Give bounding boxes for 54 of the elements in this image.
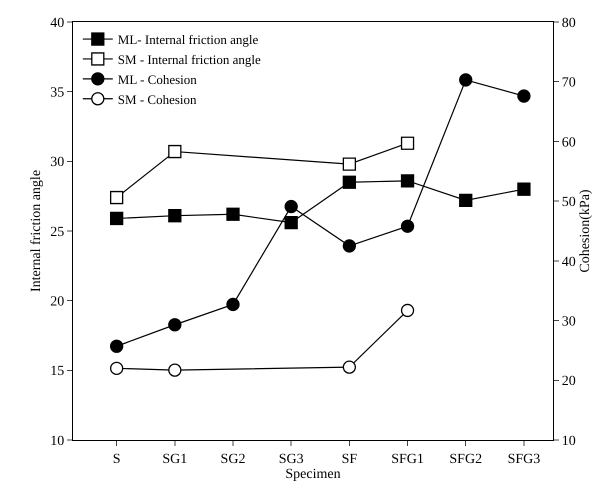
point	[342, 176, 356, 189]
y2-tick-label: 50	[562, 195, 576, 210]
y2-tick-label: 20	[562, 374, 576, 390]
x-tick-label: SFG1	[391, 452, 424, 467]
point	[400, 136, 414, 150]
point	[168, 209, 182, 222]
point	[168, 318, 182, 332]
point	[517, 182, 531, 196]
point	[168, 363, 182, 377]
y-tick-label: 15	[50, 364, 64, 380]
y2-tick-label: 60	[562, 135, 576, 150]
legend-label: ML - Cohesion	[118, 72, 198, 87]
point	[342, 239, 356, 253]
point	[400, 304, 414, 318]
point	[459, 194, 472, 207]
y2-tick-label: 40	[562, 254, 576, 270]
point	[284, 216, 298, 230]
legend-label: ML- Internal friction angle	[118, 32, 258, 48]
x-tick-label: SG3	[278, 452, 304, 467]
legend-label: SM - Cohesion	[118, 92, 198, 107]
y2-axis-title: Cohesion(kPa)	[578, 189, 594, 273]
legend-label: SM - Internal friction angle	[118, 52, 261, 68]
y-tick-label: 30	[50, 155, 64, 170]
y-tick-label: 40	[50, 16, 64, 31]
point	[400, 220, 414, 233]
x-tick-label: SFG3	[508, 452, 540, 467]
y-tick-label: 25	[50, 224, 64, 240]
point	[226, 298, 240, 312]
y2-tick-label: 80	[562, 16, 576, 31]
y-tick-label: 20	[50, 294, 64, 310]
point	[459, 73, 472, 87]
y-tick-label: 10	[50, 434, 64, 449]
x-axis-title: Specimen	[285, 467, 341, 482]
point	[110, 362, 124, 375]
x-tick-label: SG1	[162, 452, 188, 467]
point	[284, 200, 298, 214]
point	[110, 190, 124, 204]
x-tick-label: SFG2	[449, 452, 482, 467]
point	[342, 360, 356, 374]
point	[110, 340, 124, 353]
y-axis-title: Internal friction angle	[28, 170, 44, 292]
x-tick-label: S	[112, 452, 121, 467]
x-tick-label: SF	[342, 452, 358, 467]
y2-tick-label: 10	[562, 434, 576, 449]
y2-tick-label: 70	[562, 76, 576, 91]
y-tick-label: 35	[50, 86, 64, 101]
point	[110, 212, 124, 226]
y2-tick-label: 30	[562, 314, 576, 330]
point	[226, 208, 240, 221]
point	[342, 157, 356, 171]
point	[400, 174, 414, 188]
point	[517, 89, 531, 103]
point	[168, 144, 182, 158]
x-tick-label: SG2	[220, 452, 246, 467]
